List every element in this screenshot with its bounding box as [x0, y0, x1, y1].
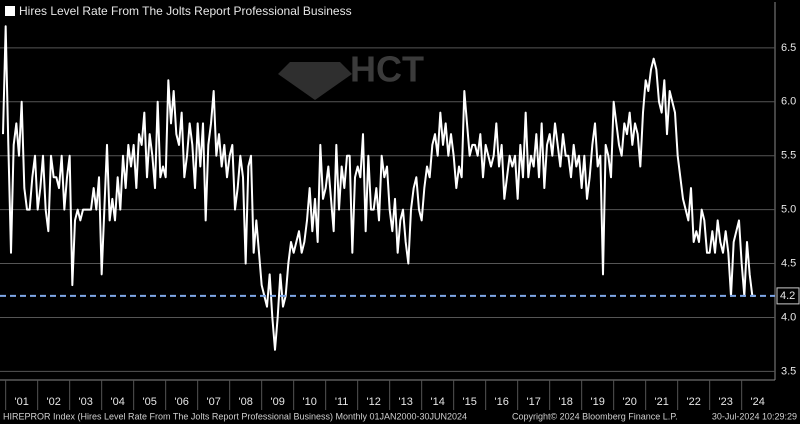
x-tick-label: '22 [686, 396, 700, 408]
x-tick-label: '12 [366, 396, 380, 408]
watermark: HCT [278, 49, 424, 100]
reference-label-box [776, 287, 800, 305]
x-tick-label: '23 [718, 396, 732, 408]
watermark-text: HCT [350, 49, 424, 90]
y-tick-label: 5.5 [781, 150, 796, 162]
x-tick-label: '02 [46, 396, 60, 408]
x-tick-label: '13 [398, 396, 412, 408]
x-tick-label: '20 [622, 396, 636, 408]
x-tick-label: '24 [750, 396, 764, 408]
x-tick-label: '10 [302, 396, 316, 408]
y-tick-label: 6.0 [781, 96, 796, 108]
y-tick-label: 4.0 [781, 311, 796, 323]
x-tick-label: '04 [110, 396, 124, 408]
y-tick-label: 4.5 [781, 257, 796, 269]
x-tick-label: '16 [494, 396, 508, 408]
x-tick-label: '15 [462, 396, 476, 408]
footer-timestamp: 30-Jul-2024 10:29:29 [712, 411, 797, 421]
x-tick-label: '14 [430, 396, 444, 408]
x-tick-label: '05 [142, 396, 156, 408]
y-tick-label: 6.5 [781, 42, 796, 54]
x-tick-label: '07 [206, 396, 220, 408]
x-tick-label: '18 [558, 396, 572, 408]
x-tick-label: '01 [14, 396, 28, 408]
x-tick-label: '17 [526, 396, 540, 408]
x-tick-label: '03 [78, 396, 92, 408]
legend-swatch [5, 6, 15, 16]
watermark-logo [278, 62, 352, 100]
x-tick-label: '19 [590, 396, 604, 408]
y-tick-label: 3.5 [781, 365, 796, 377]
y-tick-label: 5.0 [781, 204, 796, 216]
footer-source: HIREPROR Index (Hires Level Rate From Th… [3, 411, 467, 421]
legend-label: Hires Level Rate From The Jolts Report P… [19, 4, 352, 18]
x-tick-label: '21 [654, 396, 668, 408]
data-line [2, 25, 755, 351]
x-tick-label: '11 [335, 396, 349, 408]
x-tick-label: '06 [174, 396, 188, 408]
footer-copyright: Copyright© 2024 Bloomberg Finance L.P. [512, 411, 678, 421]
x-tick-label: '09 [270, 396, 284, 408]
x-tick-label: '08 [238, 396, 252, 408]
reference-label: 4.2 [780, 290, 795, 302]
